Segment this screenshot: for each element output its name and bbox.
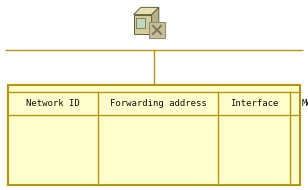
Text: Metric: Metric: [302, 99, 308, 108]
Polygon shape: [134, 15, 152, 34]
Text: Forwarding address: Forwarding address: [110, 99, 206, 108]
Text: Interface: Interface: [230, 99, 278, 108]
Text: Network ID: Network ID: [26, 99, 80, 108]
Bar: [149, 22, 165, 38]
Bar: [136, 18, 145, 28]
Bar: [8, 85, 300, 185]
Polygon shape: [134, 7, 159, 15]
Polygon shape: [152, 7, 159, 34]
